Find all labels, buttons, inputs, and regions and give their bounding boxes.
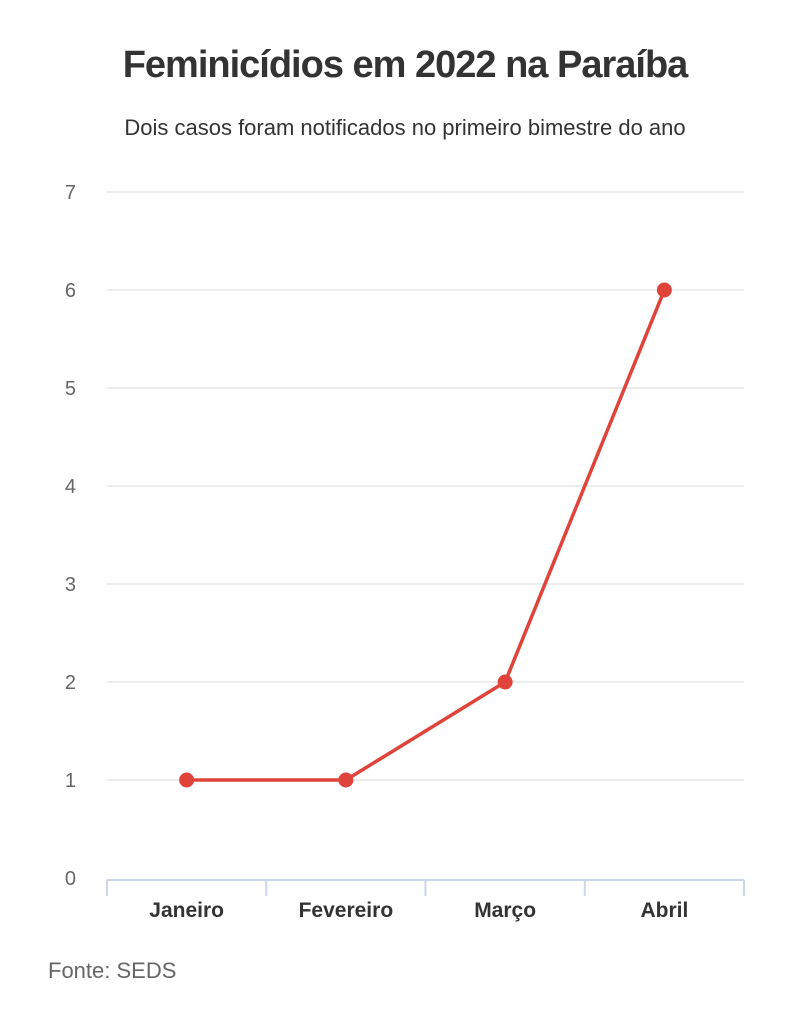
y-tick-label: 4 [65,476,76,498]
y-tick-label: 5 [65,378,76,400]
x-tick-label: Fevereiro [299,899,394,922]
x-tick-label: Janeiro [149,899,224,922]
y-tick-label: 1 [65,770,76,792]
data-point [338,772,354,788]
y-tick-label: 7 [65,182,76,204]
y-axis-ticks: 0 1 2 3 4 5 6 7 [65,182,76,890]
series-line [184,288,667,782]
grid-lines [107,191,744,781]
chart-title: Feminicídios em 2022 na Paraíba [122,44,689,86]
y-tick-label: 2 [65,672,76,694]
x-axis: Janeiro Fevereiro Março Abril [106,879,745,922]
y-tick-label: 6 [65,280,76,302]
y-tick-label: 3 [65,574,76,596]
y-tick-label: 0 [65,868,76,890]
series [179,282,672,788]
x-tick-label: Março [474,899,536,922]
source-note: Fonte: SEDS [48,958,177,983]
chart-subtitle: Dois casos foram notificados no primeiro… [124,115,686,140]
data-point [656,282,672,298]
x-tick-label: Abril [640,899,688,922]
data-point [497,674,513,690]
data-point [179,772,195,788]
